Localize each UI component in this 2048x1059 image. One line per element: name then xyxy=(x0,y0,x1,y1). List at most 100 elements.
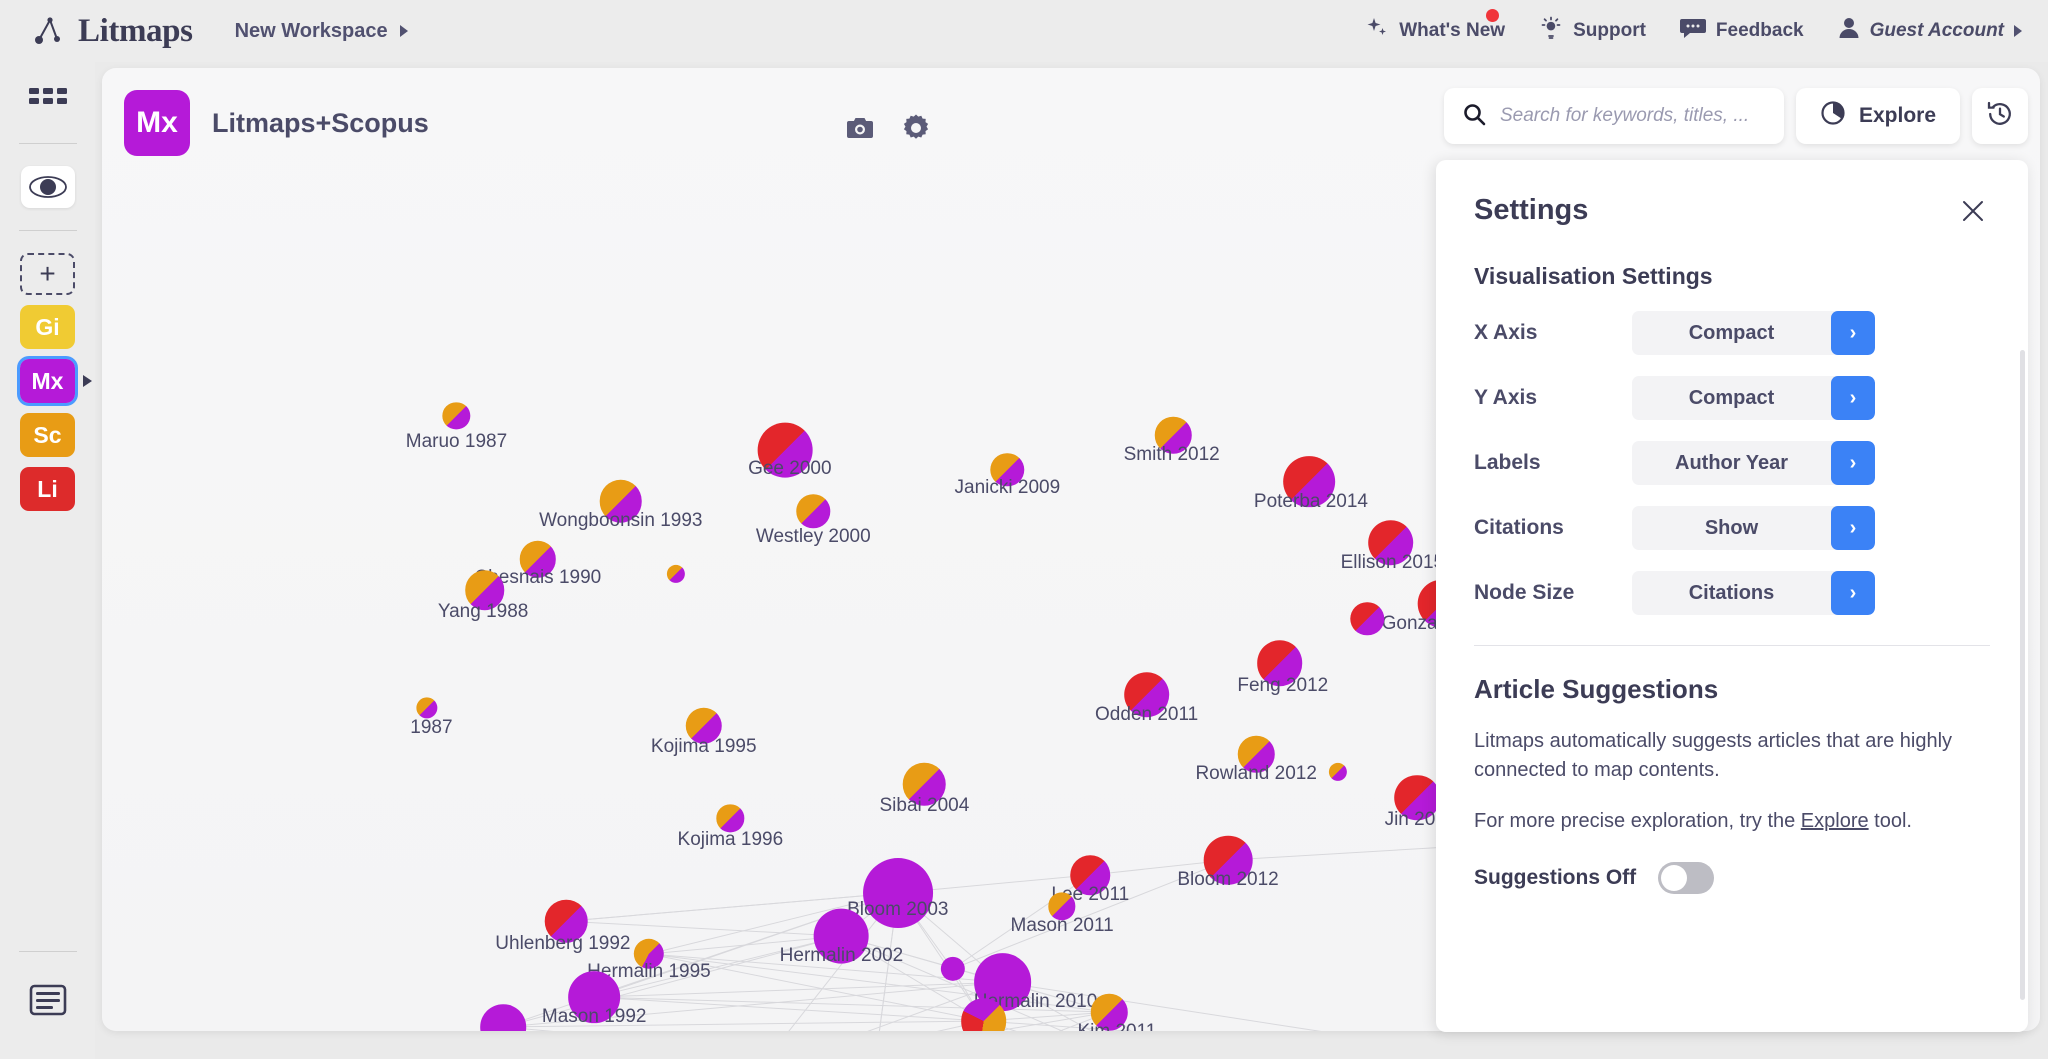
graph-node[interactable] xyxy=(599,479,643,523)
search-box[interactable] xyxy=(1443,88,1784,144)
explore-hint-post: tool. xyxy=(1868,810,1912,832)
graph-node-label: 1987 xyxy=(410,717,453,739)
graph-node[interactable] xyxy=(1155,417,1192,454)
graph-node[interactable] xyxy=(633,938,665,970)
graph-node[interactable] xyxy=(480,1004,527,1031)
graph-node[interactable] xyxy=(757,422,813,478)
notification-badge-icon xyxy=(1486,9,1500,22)
lightbulb-icon xyxy=(1539,16,1563,46)
map-badge[interactable]: Mx xyxy=(124,90,190,156)
graph-node[interactable] xyxy=(990,453,1025,487)
chevron-right-icon xyxy=(2014,25,2022,37)
citations-select[interactable]: Show › xyxy=(1632,506,1875,550)
history-clock-icon xyxy=(1986,100,2014,133)
graph-node-label: Westley 2000 xyxy=(755,526,871,548)
rail-chip-gi[interactable]: Gi xyxy=(20,305,75,349)
chevron-right-icon[interactable]: › xyxy=(1831,506,1875,550)
graph-node[interactable] xyxy=(416,697,438,719)
suggestions-toggle-row: Suggestions Off xyxy=(1474,862,1990,894)
close-icon[interactable] xyxy=(1956,194,1990,233)
rail-bottom xyxy=(0,951,95,1023)
graph-node[interactable] xyxy=(1328,763,1347,782)
explore-link[interactable]: Explore xyxy=(1800,810,1869,832)
graph-node[interactable] xyxy=(1394,774,1441,821)
graph-node[interactable] xyxy=(1203,835,1253,885)
graph-node[interactable] xyxy=(1090,993,1128,1031)
settings-panel: Settings Visualisation Settings X Axis C… xyxy=(1436,160,2028,1032)
add-map-button[interactable]: + xyxy=(20,253,75,295)
graph-node[interactable] xyxy=(685,707,722,745)
chevron-right-icon xyxy=(399,25,408,37)
rail-chip-li[interactable]: Li xyxy=(20,467,75,511)
chat-bubble-icon xyxy=(1679,16,1706,46)
chevron-right-icon[interactable]: › xyxy=(1831,441,1875,485)
graph-node-label: Kojima 1996 xyxy=(677,828,784,850)
rail-chip-mx[interactable]: Mx xyxy=(17,356,92,406)
rail-divider xyxy=(18,951,77,952)
feedback-button[interactable]: Feedback xyxy=(1679,16,1804,46)
support-button[interactable]: Support xyxy=(1539,16,1646,46)
suggestions-description: Litmaps automatically suggests articles … xyxy=(1474,730,1953,781)
panel-scrollbar[interactable] xyxy=(2020,350,2025,1000)
rail-divider xyxy=(18,143,77,144)
node-size-select[interactable]: Citations › xyxy=(1632,571,1875,615)
search-row: Explore xyxy=(1443,88,2028,144)
left-rail: + Gi Mx Sc Li xyxy=(0,62,95,1059)
graph-node[interactable] xyxy=(519,540,557,578)
graph-node[interactable] xyxy=(1237,736,1275,773)
rail-chip-label: Gi xyxy=(35,313,60,340)
feedback-label: Feedback xyxy=(1715,20,1804,41)
graph-node[interactable] xyxy=(442,402,471,430)
apps-grid-icon[interactable] xyxy=(28,86,68,121)
gear-icon[interactable] xyxy=(902,114,930,147)
graph-node[interactable] xyxy=(568,971,621,1024)
rail-chip-sc[interactable]: Sc xyxy=(20,413,75,457)
camera-icon[interactable] xyxy=(846,116,874,145)
graph-node[interactable] xyxy=(1350,602,1385,636)
chevron-right-icon[interactable]: › xyxy=(1831,571,1875,615)
contrast-toggle-icon[interactable] xyxy=(20,166,75,208)
suggestions-toggle[interactable] xyxy=(1658,862,1715,894)
whats-new-button[interactable]: What's New xyxy=(1365,9,1505,46)
graph-node[interactable] xyxy=(862,857,933,928)
setting-label: X Axis xyxy=(1474,321,1538,344)
graph-node[interactable] xyxy=(796,494,830,529)
account-menu-button[interactable]: Guest Account xyxy=(1838,16,2022,46)
graph-node[interactable] xyxy=(1256,640,1303,687)
setting-value: Compact xyxy=(1688,386,1775,409)
article-suggestions-heading: Article Suggestions xyxy=(1474,674,1719,704)
graph-node[interactable] xyxy=(1048,892,1076,920)
support-label: Support xyxy=(1573,20,1646,41)
chevron-right-icon xyxy=(83,375,92,387)
setting-row-labels: Labels Author Year › xyxy=(1474,441,1990,485)
labels-select[interactable]: Author Year › xyxy=(1632,441,1875,485)
graph-node[interactable] xyxy=(1123,671,1170,718)
workspace-selector[interactable]: New Workspace xyxy=(235,20,408,43)
top-bar: Litmaps New Workspace What's New xyxy=(0,0,2048,62)
litmaps-logo-icon xyxy=(30,13,66,49)
chevron-right-icon[interactable]: › xyxy=(1831,376,1875,420)
graph-node[interactable] xyxy=(464,570,505,611)
y-axis-select[interactable]: Compact › xyxy=(1632,376,1875,420)
graph-node[interactable] xyxy=(903,762,946,806)
graph-node[interactable] xyxy=(961,998,1007,1031)
graph-node[interactable] xyxy=(544,899,588,943)
map-header: Mx Litmaps+Scopus xyxy=(124,90,429,156)
map-toolbar xyxy=(846,114,930,147)
explore-button[interactable]: Explore xyxy=(1795,88,1960,144)
history-button[interactable] xyxy=(1972,88,2028,144)
notebook-icon[interactable] xyxy=(28,982,68,1023)
graph-node[interactable] xyxy=(1367,519,1414,566)
graph-node[interactable] xyxy=(1070,855,1111,895)
search-input[interactable] xyxy=(1499,105,1766,127)
rail-divider xyxy=(18,230,77,231)
graph-node[interactable] xyxy=(716,804,745,833)
chevron-right-icon[interactable]: › xyxy=(1831,311,1875,355)
x-axis-select[interactable]: Compact › xyxy=(1632,311,1875,355)
workspace-label: New Workspace xyxy=(234,19,388,42)
graph-node[interactable] xyxy=(940,956,965,982)
brand[interactable]: Litmaps xyxy=(30,13,193,50)
graph-node[interactable] xyxy=(666,564,685,584)
graph-node[interactable] xyxy=(814,908,869,964)
graph-node[interactable] xyxy=(1283,455,1336,508)
